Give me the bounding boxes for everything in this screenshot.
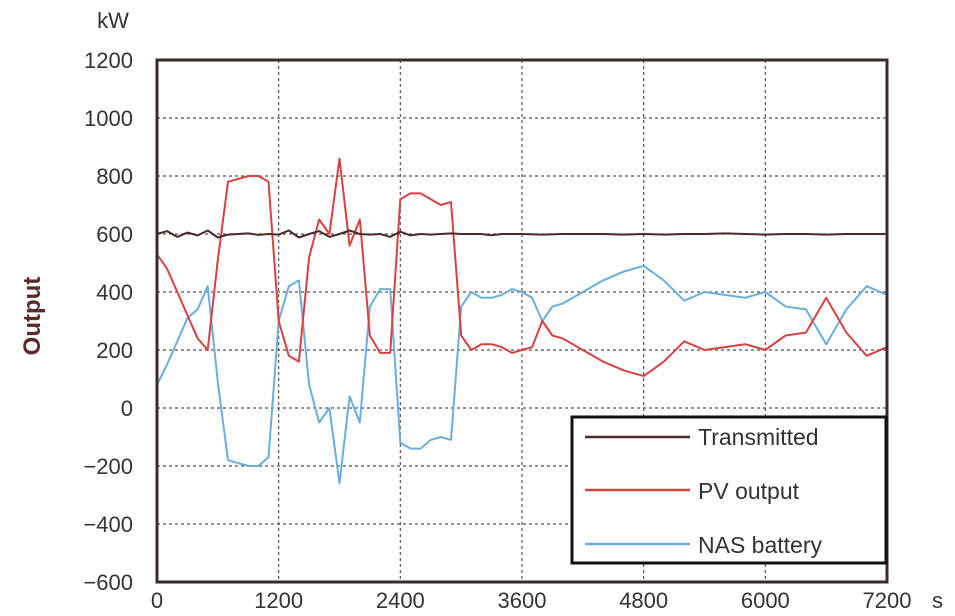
x-tick-label: 6000 bbox=[741, 588, 790, 613]
x-tick-label: 0 bbox=[151, 588, 163, 613]
plot-frame bbox=[155, 58, 889, 584]
series-line-nas-battery bbox=[156, 264, 888, 485]
legend-label-nas-battery: NAS battery bbox=[698, 532, 822, 558]
series-line-pv-output bbox=[156, 157, 888, 378]
x-tick-label: 1200 bbox=[254, 588, 303, 613]
y-tick-label: 1000 bbox=[84, 106, 133, 131]
y-unit-label: kW bbox=[97, 8, 129, 33]
legend-label-transmitted: Transmitted bbox=[698, 424, 819, 450]
x-tick-label: 4800 bbox=[619, 588, 668, 613]
x-tick-labels: 0 1200 2400 3600 4800 6000 7200 bbox=[151, 588, 912, 613]
y-tick-label: 1200 bbox=[84, 48, 133, 73]
x-unit-label: s bbox=[932, 588, 943, 613]
legend-label-pv-output: PV output bbox=[698, 478, 800, 504]
y-tick-label: −200 bbox=[83, 454, 133, 479]
series-lines bbox=[156, 157, 888, 485]
x-tick-label: 3600 bbox=[498, 588, 547, 613]
x-tick-label: 7200 bbox=[863, 588, 912, 613]
y-axis-label: Output bbox=[19, 277, 46, 356]
y-tick-labels: −600 −400 −200 0 200 400 600 800 1000 1200 bbox=[83, 48, 133, 595]
y-tick-label: −600 bbox=[83, 570, 133, 595]
legend: Transmitted PV output NAS battery bbox=[570, 415, 888, 565]
y-tick-label: 600 bbox=[96, 222, 133, 247]
y-tick-label: −400 bbox=[83, 512, 133, 537]
y-tick-label: 0 bbox=[121, 396, 133, 421]
y-tick-label: 400 bbox=[96, 280, 133, 305]
series-line-transmitted bbox=[156, 229, 887, 239]
y-tick-label: 800 bbox=[96, 164, 133, 189]
x-tick-label: 2400 bbox=[376, 588, 425, 613]
y-tick-label: 200 bbox=[96, 338, 133, 363]
